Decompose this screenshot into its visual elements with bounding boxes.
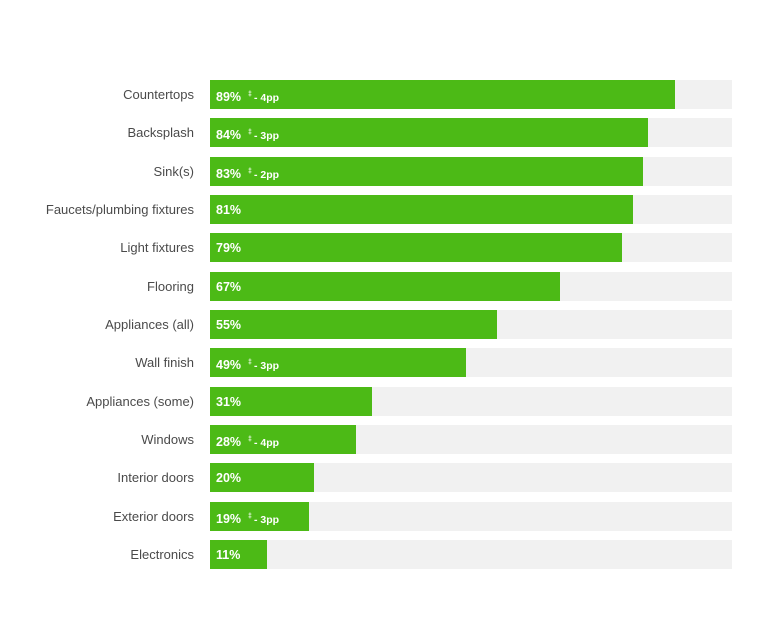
bar: 83% ‡ - 2pp [210, 157, 643, 186]
bar-track: 28% ‡ - 4pp [210, 425, 732, 454]
bar-track: 84% ‡ - 3pp [210, 118, 732, 147]
value-label: 49% [216, 358, 242, 372]
bar-data-label: 49% ‡ - 3pp [216, 348, 279, 377]
category-label: Appliances (some) [86, 394, 194, 409]
category-label: Light fixtures [120, 240, 194, 255]
bar-data-label: 20% [216, 463, 241, 492]
bar-data-label: 28% ‡ - 4pp [216, 425, 279, 454]
bar-row: Wall finish 49% ‡ - 3pp [0, 348, 760, 377]
value-label: 11% [216, 548, 241, 562]
value-label: 81% [216, 203, 242, 217]
change-label: ‡ - 4pp [248, 436, 280, 449]
change-marker: ‡ [248, 129, 252, 136]
bar-row: Flooring 67% [0, 272, 760, 301]
bar-row: Electronics 11% [0, 540, 760, 569]
bar-row: Appliances (all) 55% [0, 310, 760, 339]
category-label: Sink(s) [153, 164, 194, 179]
change-label: ‡ - 2pp [248, 168, 280, 181]
bar: 84% ‡ - 3pp [210, 118, 648, 147]
bar-row: Interior doors 20% [0, 463, 760, 492]
value-label: 55% [216, 318, 242, 332]
change-label: ‡ - 4pp [248, 91, 280, 104]
bar-row: Backsplash 84% ‡ - 3pp [0, 118, 760, 147]
bar-data-label: 11% [216, 540, 240, 569]
bar-track: 81% [210, 195, 732, 224]
change-marker: ‡ [248, 513, 252, 520]
bar-track: 67% [210, 272, 732, 301]
value-label: 67% [216, 280, 242, 294]
bar-row: Faucets/plumbing fixtures 81% [0, 195, 760, 224]
bar-data-label: 84% ‡ - 3pp [216, 118, 279, 147]
bar: 67% [210, 272, 560, 301]
bar-data-label: 55% [216, 310, 241, 339]
change-marker: ‡ [248, 359, 252, 366]
value-label: 89% [216, 90, 242, 104]
category-label: Wall finish [135, 355, 194, 370]
category-label: Backsplash [127, 125, 194, 140]
change-label: ‡ - 3pp [248, 359, 280, 372]
bar-row: Countertops 89% ‡ - 4pp [0, 80, 760, 109]
bar-track: 89% ‡ - 4pp [210, 80, 732, 109]
bar: 89% ‡ - 4pp [210, 80, 675, 109]
bar-track: 31% [210, 387, 732, 416]
change-value: - 3pp [253, 360, 280, 372]
bar-row: Appliances (some) 31% [0, 387, 760, 416]
change-value: - 4pp [253, 437, 280, 449]
change-value: - 4pp [253, 92, 280, 104]
bar-data-label: 19% ‡ - 3pp [216, 502, 279, 531]
bar-row: Light fixtures 79% [0, 233, 760, 262]
value-label: 31% [216, 395, 242, 409]
bar-track: 11% [210, 540, 732, 569]
value-label: 28% [216, 435, 242, 449]
bar-data-label: 81% [216, 195, 241, 224]
change-value: - 3pp [253, 514, 280, 526]
value-label: 84% [216, 128, 242, 142]
category-label: Windows [141, 432, 194, 447]
bar-row: Sink(s) 83% ‡ - 2pp [0, 157, 760, 186]
bar: 28% ‡ - 4pp [210, 425, 356, 454]
change-label: ‡ - 3pp [248, 129, 280, 142]
bar-data-label: 89% ‡ - 4pp [216, 80, 279, 109]
change-label: ‡ - 3pp [248, 513, 280, 526]
bar-track: 49% ‡ - 3pp [210, 348, 732, 377]
bar-data-label: 79% [216, 233, 241, 262]
category-label: Exterior doors [113, 509, 194, 524]
bar: 79% [210, 233, 622, 262]
bar: 49% ‡ - 3pp [210, 348, 466, 377]
bar: 19% ‡ - 3pp [210, 502, 309, 531]
bar-track: 83% ‡ - 2pp [210, 157, 732, 186]
bar-row: Windows 28% ‡ - 4pp [0, 425, 760, 454]
bar-track: 55% [210, 310, 732, 339]
bar: 55% [210, 310, 497, 339]
category-label: Countertops [123, 87, 194, 102]
value-label: 79% [216, 241, 242, 255]
bar-track: 19% ‡ - 3pp [210, 502, 732, 531]
bar-data-label: 67% [216, 272, 241, 301]
value-label: 20% [216, 471, 242, 485]
bar-track: 79% [210, 233, 732, 262]
bar-data-label: 31% [216, 387, 241, 416]
change-value: - 2pp [253, 169, 280, 181]
bar: 81% [210, 195, 633, 224]
bar: 31% [210, 387, 372, 416]
change-value: - 3pp [253, 130, 280, 142]
category-label: Interior doors [117, 470, 194, 485]
category-label: Electronics [130, 547, 194, 562]
category-label: Appliances (all) [105, 317, 194, 332]
bar: 11% [210, 540, 267, 569]
change-marker: ‡ [248, 168, 252, 175]
bar-data-label: 83% ‡ - 2pp [216, 157, 279, 186]
bar-track: 20% [210, 463, 732, 492]
value-label: 83% [216, 167, 242, 181]
bar-row: Exterior doors 19% ‡ - 3pp [0, 502, 760, 531]
change-marker: ‡ [248, 91, 252, 98]
category-label: Faucets/plumbing fixtures [45, 202, 194, 217]
change-marker: ‡ [248, 436, 252, 443]
value-label: 19% [216, 512, 242, 526]
category-label: Flooring [147, 279, 194, 294]
bar: 20% [210, 463, 314, 492]
